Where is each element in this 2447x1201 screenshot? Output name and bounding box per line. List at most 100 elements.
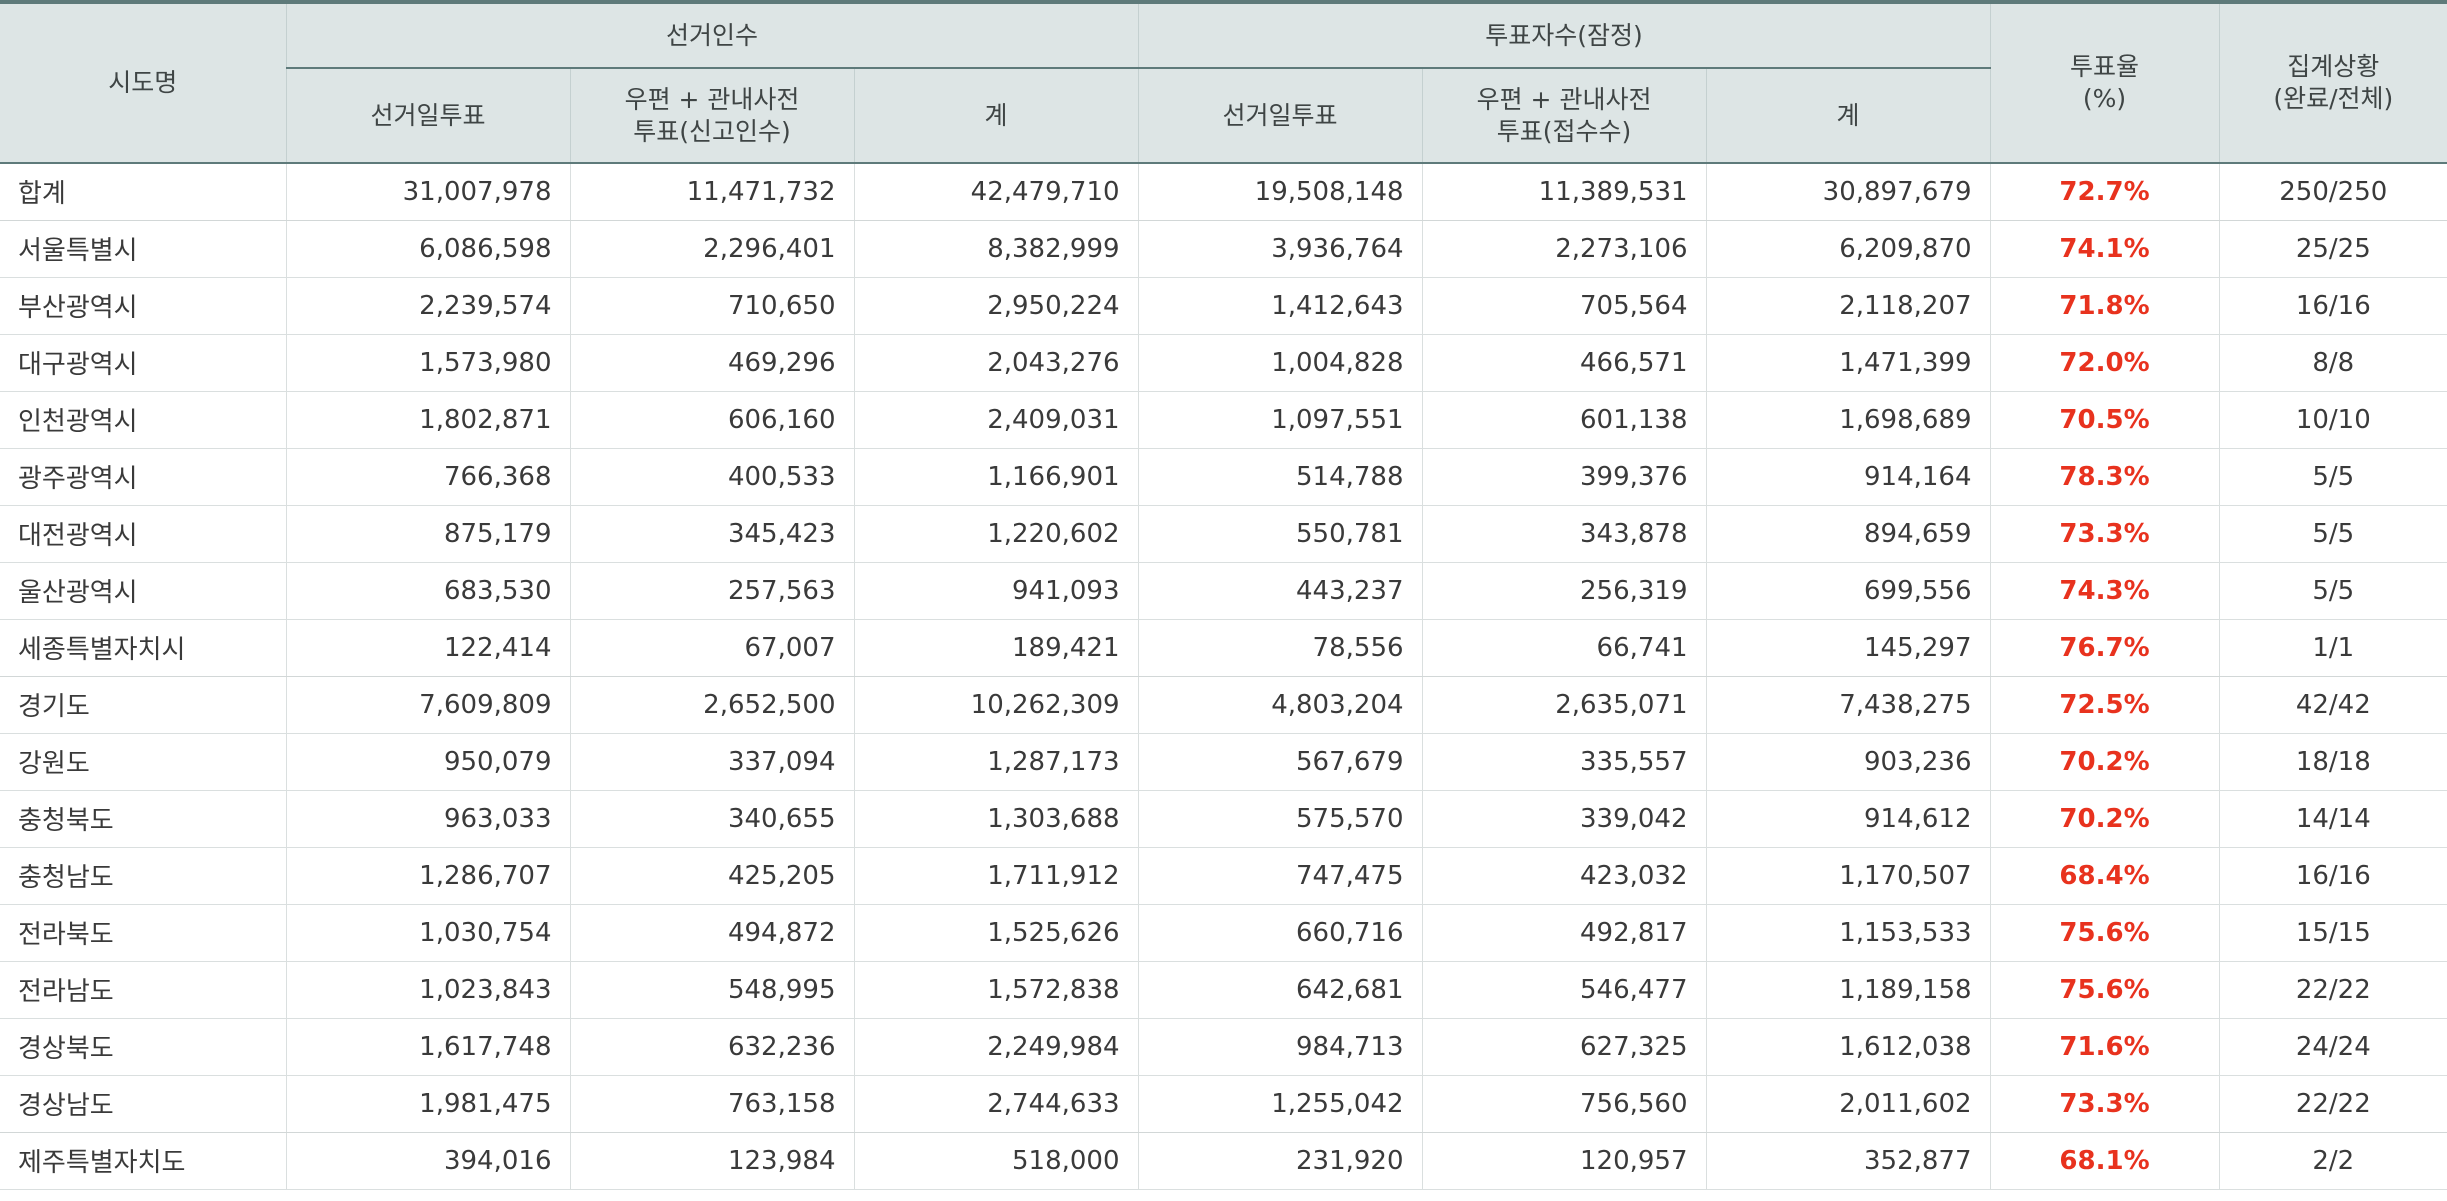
cell-eligible-mail: 2,652,500 (569, 676, 854, 734)
cell-voters-total: 2,118,207 (1705, 277, 1991, 335)
cell-eligible-mail: 400,533 (569, 448, 854, 506)
cell-eligible-total: 1,303,688 (853, 790, 1139, 848)
cell-voters-mail: 423,032 (1421, 847, 1707, 905)
cell-voters-mail: 492,817 (1421, 904, 1707, 962)
cell-region: 경기도 (0, 676, 286, 734)
cell-region: 경상북도 (0, 1018, 286, 1076)
table-header: 시도명 선거인수 투표자수(잠정) 투표율 (%) 집계상황 (완료/전체) 선… (0, 4, 2447, 164)
cell-eligible-mail: 548,995 (569, 961, 854, 1019)
cell-region: 대전광역시 (0, 505, 286, 563)
cell-turnout-rate: 72.0% (1989, 334, 2220, 392)
cell-eligible-mail: 710,650 (569, 277, 854, 335)
cell-voters-day: 747,475 (1137, 847, 1423, 905)
table-row: 경기도 7,609,809 2,652,500 10,262,309 4,803,204… (0, 676, 2447, 734)
cell-voters-mail: 466,571 (1421, 334, 1707, 392)
cell-eligible-total: 1,711,912 (853, 847, 1139, 905)
cell-eligible-mail: 67,007 (569, 619, 854, 677)
header-eligible-group: 선거인수 (285, 4, 1139, 69)
cell-voters-total: 1,698,689 (1705, 391, 1991, 449)
header-rate-line2: (%) (2082, 84, 2127, 113)
table-row: 대전광역시 875,179 345,423 1,220,602 550,781 343,8… (0, 505, 2447, 563)
cell-count-status: 2/2 (2218, 1132, 2447, 1190)
cell-eligible-mail: 340,655 (569, 790, 854, 848)
cell-voters-total: 2,011,602 (1705, 1075, 1991, 1133)
header-region: 시도명 (0, 4, 287, 164)
cell-eligible-day: 1,030,754 (285, 904, 570, 962)
header-voters-total: 계 (1705, 68, 1991, 164)
table-row: 부산광역시 2,239,574 710,650 2,950,224 1,412,643 7… (0, 277, 2447, 335)
cell-voters-mail: 66,741 (1421, 619, 1707, 677)
cell-turnout-rate: 70.2% (1989, 733, 2220, 791)
table-row: 강원도 950,079 337,094 1,287,173 567,679 335,557… (0, 733, 2447, 791)
cell-eligible-total: 2,409,031 (853, 391, 1139, 449)
cell-voters-day: 660,716 (1137, 904, 1423, 962)
cell-voters-total: 352,877 (1705, 1132, 1991, 1190)
cell-voters-mail: 339,042 (1421, 790, 1707, 848)
table-row: 인천광역시 1,802,871 606,160 2,409,031 1,097,551 6… (0, 391, 2447, 449)
header-eligible-mail-line1: 우편 + 관내사전 (624, 84, 800, 114)
cell-turnout-rate: 75.6% (1989, 904, 2220, 962)
cell-eligible-day: 1,023,843 (285, 961, 570, 1019)
cell-turnout-rate: 78.3% (1989, 448, 2220, 506)
cell-eligible-day: 31,007,978 (285, 163, 570, 221)
cell-eligible-total: 8,382,999 (853, 220, 1139, 278)
cell-voters-mail: 399,376 (1421, 448, 1707, 506)
table-row: 전라북도 1,030,754 494,872 1,525,626 660,716 492,… (0, 904, 2447, 962)
cell-eligible-mail: 425,205 (569, 847, 854, 905)
turnout-table: 시도명 선거인수 투표자수(잠정) 투표율 (%) 집계상황 (완료/전체) 선… (0, 4, 2447, 1190)
cell-voters-day: 567,679 (1137, 733, 1423, 791)
cell-count-status: 42/42 (2218, 676, 2447, 734)
cell-voters-mail: 343,878 (1421, 505, 1707, 563)
cell-voters-day: 1,097,551 (1137, 391, 1423, 449)
cell-eligible-total: 1,572,838 (853, 961, 1139, 1019)
header-status: 집계상황 (완료/전체) (2218, 4, 2447, 164)
cell-eligible-mail: 11,471,732 (569, 163, 854, 221)
cell-voters-total: 699,556 (1705, 562, 1991, 620)
cell-eligible-day: 2,239,574 (285, 277, 570, 335)
cell-voters-mail: 627,325 (1421, 1018, 1707, 1076)
cell-voters-day: 1,004,828 (1137, 334, 1423, 392)
cell-eligible-total: 42,479,710 (853, 163, 1139, 221)
header-eligible-total: 계 (853, 68, 1139, 164)
cell-voters-mail: 256,319 (1421, 562, 1707, 620)
cell-count-status: 18/18 (2218, 733, 2447, 791)
cell-voters-day: 1,255,042 (1137, 1075, 1423, 1133)
cell-eligible-total: 2,249,984 (853, 1018, 1139, 1076)
cell-region: 인천광역시 (0, 391, 286, 449)
header-eligible-mail: 우편 + 관내사전 투표(신고인수) (569, 68, 855, 164)
cell-voters-mail: 120,957 (1421, 1132, 1707, 1190)
cell-eligible-day: 6,086,598 (285, 220, 570, 278)
cell-region: 세종특별자치시 (0, 619, 286, 677)
cell-turnout-rate: 72.5% (1989, 676, 2220, 734)
cell-eligible-mail: 494,872 (569, 904, 854, 962)
cell-eligible-day: 394,016 (285, 1132, 570, 1190)
cell-count-status: 16/16 (2218, 277, 2447, 335)
header-voters-mail: 우편 + 관내사전 투표(접수수) (1421, 68, 1707, 164)
header-status-line1: 집계상황 (2287, 52, 2380, 81)
cell-eligible-mail: 2,296,401 (569, 220, 854, 278)
cell-turnout-rate: 71.6% (1989, 1018, 2220, 1076)
cell-region: 대구광역시 (0, 334, 286, 392)
cell-eligible-total: 1,166,901 (853, 448, 1139, 506)
header-voters-mail-line1: 우편 + 관내사전 (1476, 84, 1652, 114)
cell-voters-total: 145,297 (1705, 619, 1991, 677)
cell-turnout-rate: 74.1% (1989, 220, 2220, 278)
cell-turnout-rate: 75.6% (1989, 961, 2220, 1019)
cell-voters-mail: 11,389,531 (1421, 163, 1707, 221)
cell-voters-mail: 335,557 (1421, 733, 1707, 791)
cell-count-status: 15/15 (2218, 904, 2447, 962)
cell-voters-total: 903,236 (1705, 733, 1991, 791)
cell-count-status: 22/22 (2218, 1075, 2447, 1133)
cell-voters-total: 894,659 (1705, 505, 1991, 563)
cell-count-status: 5/5 (2218, 562, 2447, 620)
cell-voters-total: 6,209,870 (1705, 220, 1991, 278)
table-row: 제주특별자치도 394,016 123,984 518,000 231,920 120,9… (0, 1132, 2447, 1190)
cell-voters-mail: 756,560 (1421, 1075, 1707, 1133)
cell-voters-mail: 601,138 (1421, 391, 1707, 449)
cell-voters-total: 914,612 (1705, 790, 1991, 848)
cell-voters-mail: 546,477 (1421, 961, 1707, 1019)
cell-region: 서울특별시 (0, 220, 286, 278)
cell-eligible-total: 2,744,633 (853, 1075, 1139, 1133)
cell-region: 전라북도 (0, 904, 286, 962)
table-row: 충청남도 1,286,707 425,205 1,711,912 747,475 423,… (0, 847, 2447, 905)
